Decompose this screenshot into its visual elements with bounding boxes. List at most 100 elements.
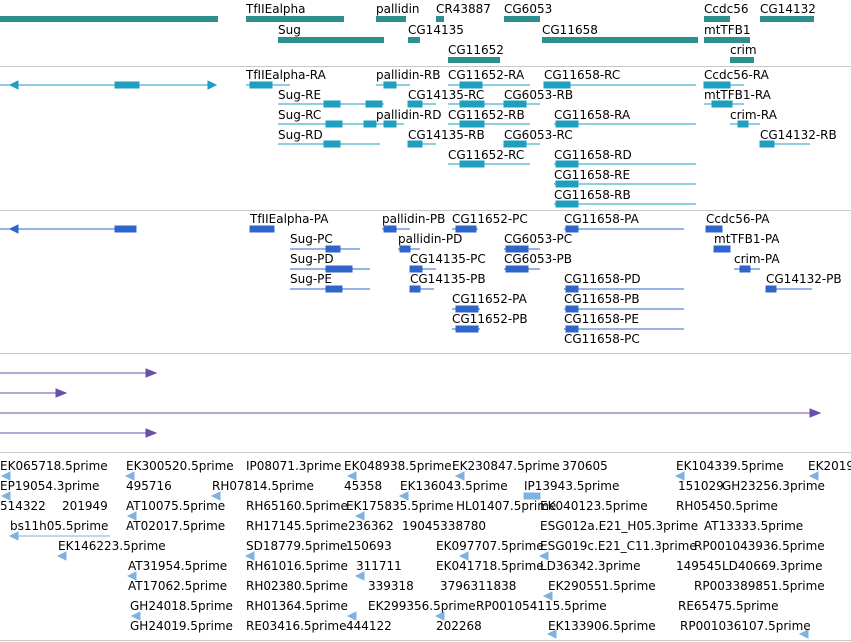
protein-label[interactable]: CG11658-PC [564, 332, 640, 346]
est-label[interactable]: EK136043.5prime [400, 479, 508, 493]
mrna-label[interactable]: crim-RA [730, 108, 777, 122]
est-label[interactable]: EK048938.5prime [344, 459, 452, 473]
est-label[interactable]: EK041718.5prime [436, 559, 544, 573]
gene-feature[interactable] [278, 37, 384, 43]
est-label[interactable]: ESG019c.E21_C11.3prime [540, 539, 697, 553]
est-label[interactable]: AT02017.5prime [126, 519, 226, 533]
gene-label[interactable]: CG11658 [542, 23, 598, 37]
est-label[interactable]: 19045338780 [402, 519, 486, 533]
protein-label[interactable]: CG11652-PB [452, 312, 528, 326]
est-label[interactable]: EK175835.5prime [346, 499, 454, 513]
est-label[interactable]: RH61016.5prime [246, 559, 348, 573]
protein-label[interactable]: TfIIEalpha-PA [250, 212, 329, 226]
est-label[interactable]: RP001036107.5prime [680, 619, 811, 633]
est-label[interactable]: LD40669.3prime [722, 559, 823, 573]
est-label[interactable]: EK065718.5prime [0, 459, 108, 473]
protein-label[interactable]: CG6053-PB [504, 252, 573, 266]
protein-label[interactable]: mtTFB1-PA [714, 232, 780, 246]
est-label[interactable]: EK2019 [808, 459, 851, 473]
gene-label[interactable]: CG14132 [760, 2, 816, 16]
est-label[interactable]: SD18779.5prime [246, 539, 348, 553]
mrna-label[interactable]: CG11652-RB [448, 108, 525, 122]
est-label[interactable]: IP13943.5prime [524, 479, 620, 493]
est-label[interactable]: RH05450.5prime [676, 499, 778, 513]
gene-label[interactable]: CG11652 [448, 43, 504, 57]
est-label[interactable]: 236362 [348, 519, 394, 533]
protein-label[interactable]: crim-PA [734, 252, 780, 266]
est-label[interactable]: AT31954.5prime [128, 559, 228, 573]
gene-feature[interactable] [376, 16, 406, 22]
protein-label[interactable]: CG14135-PB [410, 272, 486, 286]
gene-feature[interactable] [704, 37, 750, 43]
protein-label[interactable]: pallidin-PD [398, 232, 463, 246]
protein-label[interactable]: CG14135-PC [410, 252, 486, 266]
mrna-label[interactable]: Sug-RC [278, 108, 322, 122]
mrna-label[interactable]: mtTFB1-RA [704, 88, 771, 102]
est-label[interactable]: 444122 [346, 619, 392, 633]
est-label[interactable]: 201949 [62, 499, 108, 513]
gene-feature[interactable] [448, 57, 500, 63]
gene-label[interactable]: TfIIEalpha [246, 2, 306, 16]
protein-label[interactable]: CG11658-PE [564, 312, 639, 326]
protein-label[interactable]: Sug-PC [290, 232, 333, 246]
est-label[interactable]: 514322 [0, 499, 46, 513]
protein-label[interactable]: Ccdc56-PA [706, 212, 770, 226]
gene-feature[interactable] [0, 16, 218, 22]
mrna-label[interactable]: CG14132-RB [760, 128, 837, 142]
protein-label[interactable]: CG11658-PA [564, 212, 639, 226]
est-label[interactable]: AT17062.5prime [128, 579, 228, 593]
gene-feature[interactable] [542, 37, 698, 43]
est-label[interactable]: EK104339.5prime [676, 459, 784, 473]
est-label[interactable]: 150693 [346, 539, 392, 553]
est-label[interactable]: AT10075.5prime [126, 499, 226, 513]
est-label[interactable]: EK097707.5prime [436, 539, 544, 553]
gene-label[interactable]: CR43887 [436, 2, 491, 16]
est-label[interactable]: 45358 [344, 479, 383, 493]
gene-label[interactable]: CG14135 [408, 23, 464, 37]
est-label[interactable]: EK040123.5prime [540, 499, 648, 513]
est-label[interactable]: IP08071.3prime [246, 459, 342, 473]
mrna-label[interactable]: CG11658-RC [544, 68, 621, 82]
gene-feature[interactable] [760, 16, 814, 22]
protein-label[interactable]: CG11658-PB [564, 292, 640, 306]
est-label[interactable]: RP001054115.5prime [476, 599, 607, 613]
gene-label[interactable]: mtTFB1 [704, 23, 751, 37]
est-label[interactable]: RE65475.5prime [678, 599, 779, 613]
est-label[interactable]: RE03416.5prime [246, 619, 347, 633]
mrna-label[interactable]: CG11658-RD [554, 148, 632, 162]
est-label[interactable]: RP003389851.5prime [694, 579, 825, 593]
gene-label[interactable]: crim [730, 43, 757, 57]
est-label[interactable]: 311711 [356, 559, 402, 573]
est-label[interactable]: RP001043936.5prime [694, 539, 825, 553]
est-label[interactable]: HL01407.5prime [456, 499, 557, 513]
mrna-label[interactable]: TfIIEalpha-RA [246, 68, 326, 82]
est-label[interactable]: RH02380.5prime [246, 579, 348, 593]
est-label[interactable]: 370605 [562, 459, 608, 473]
mrna-label[interactable]: CG6053-RC [504, 128, 573, 142]
est-label[interactable]: RH17145.5prime [246, 519, 348, 533]
est-label[interactable]: EK133906.5prime [548, 619, 656, 633]
mrna-label[interactable]: CG6053-RB [504, 88, 574, 102]
protein-label[interactable]: CG14132-PB [766, 272, 842, 286]
mrna-label[interactable]: CG11658-RA [554, 108, 631, 122]
gene-feature[interactable] [436, 16, 444, 22]
est-label[interactable]: 495716 [126, 479, 172, 493]
est-label[interactable]: RH07814.5prime [212, 479, 314, 493]
gene-feature[interactable] [246, 16, 344, 22]
est-label[interactable]: EK290551.5prime [548, 579, 656, 593]
est-label[interactable]: RH65160.5prime [246, 499, 348, 513]
est-label[interactable]: LD36342.3prime [540, 559, 641, 573]
est-label[interactable]: EK230847.5prime [452, 459, 560, 473]
est-label[interactable]: GH23256.3prime [722, 479, 825, 493]
gene-label[interactable]: Sug [278, 23, 301, 37]
est-label[interactable]: 202268 [436, 619, 482, 633]
est-label[interactable]: AT13333.5prime [704, 519, 804, 533]
protein-label[interactable]: Sug-PE [290, 272, 332, 286]
mrna-label[interactable]: CG14135-RB [408, 128, 485, 142]
mrna-label[interactable]: pallidin-RD [376, 108, 442, 122]
est-label[interactable]: 151029 [678, 479, 724, 493]
est-label[interactable]: ESG012a.E21_H05.3prime [540, 519, 699, 533]
mrna-label[interactable]: CG14135-RC [408, 88, 485, 102]
protein-label[interactable]: CG11652-PC [452, 212, 528, 226]
protein-label[interactable]: CG6053-PC [504, 232, 573, 246]
